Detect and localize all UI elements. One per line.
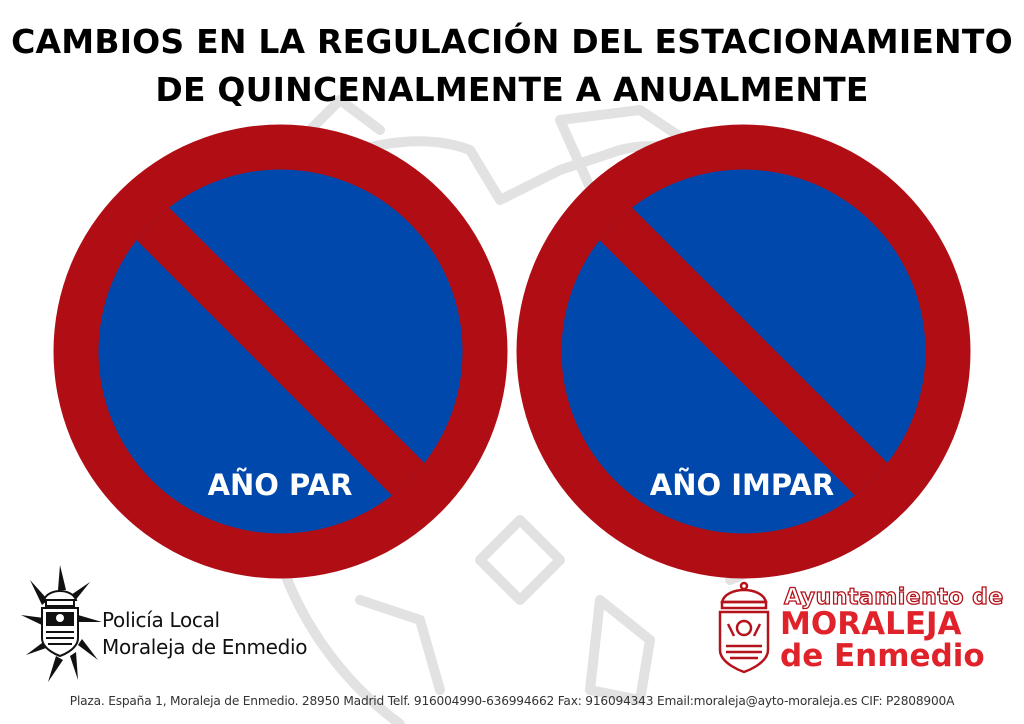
ayuntamiento-prefix: Ayuntamiento de (783, 584, 1004, 610)
police-badge-logo (21, 565, 102, 682)
police-local-text: Policía Local Moraleja de Enmedio (102, 607, 308, 661)
ayuntamiento-crest-logo (718, 581, 770, 674)
police-local-line-1: Policía Local (102, 608, 220, 632)
sign-label-odd: AÑO IMPAR (650, 468, 834, 502)
title-line-2: DE QUINCENALMENTE A ANUALMENTE (155, 70, 869, 109)
ayuntamiento-name-line-2: de Enmedio (780, 638, 985, 674)
no-parking-sign-even-year: AÑO PAR (53, 124, 508, 579)
sign-label-even: AÑO PAR (208, 468, 353, 502)
sign-diagonal-bar (561, 169, 926, 534)
page-title: CAMBIOS EN LA REGULACIÓN DEL ESTACIONAMI… (0, 18, 1024, 114)
footer-contact-info: Plaza. España 1, Moraleja de Enmedio. 28… (69, 694, 955, 708)
sign-diagonal-bar (98, 169, 463, 534)
ayuntamiento-name: MORALEJA de Enmedio (780, 608, 985, 672)
ayuntamiento-name-line-1: MORALEJA (780, 606, 962, 642)
title-line-1: CAMBIOS EN LA REGULACIÓN DEL ESTACIONAMI… (11, 22, 1013, 61)
police-local-line-2: Moraleja de Enmedio (102, 635, 308, 659)
no-parking-sign-odd-year: AÑO IMPAR (516, 124, 971, 579)
